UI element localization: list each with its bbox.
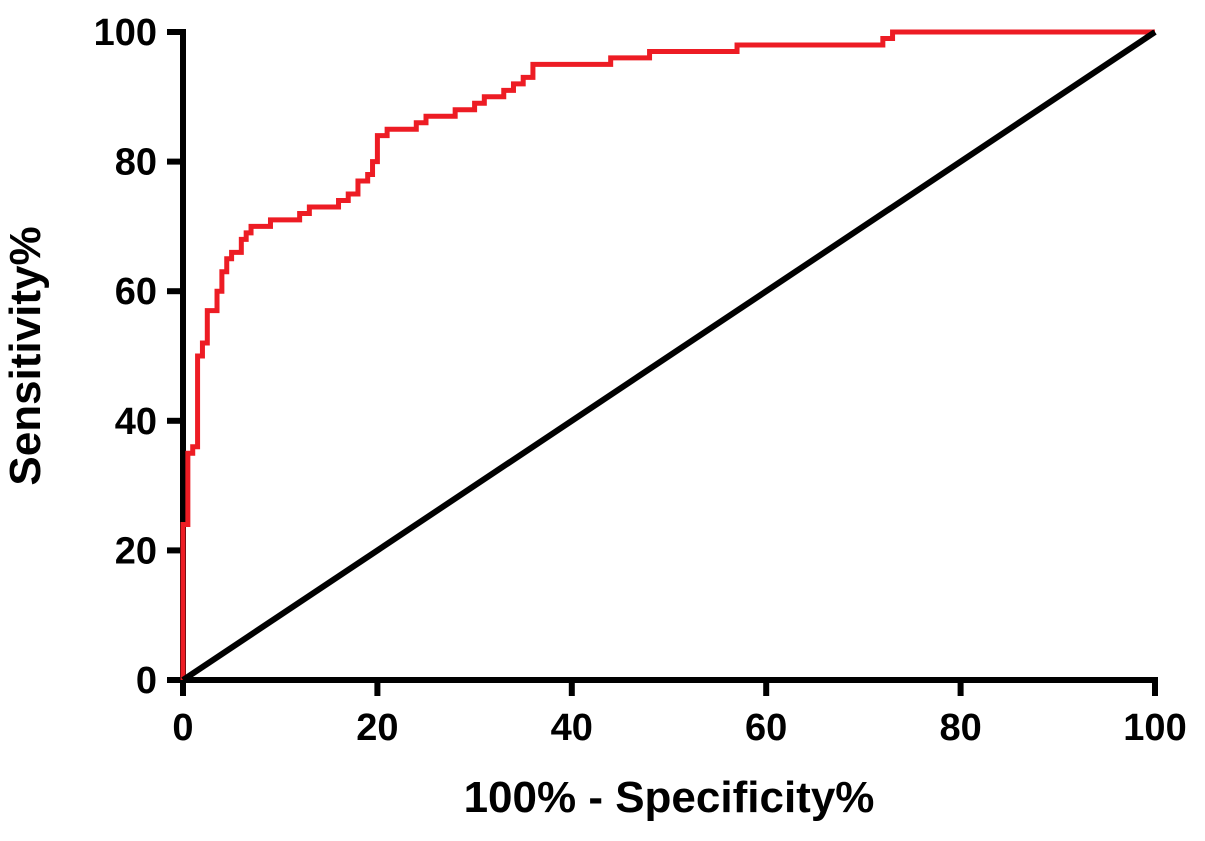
plot-series	[180, 29, 1157, 683]
x-axis-label: 100% - Specificity%	[464, 773, 875, 822]
y-axis-label: Sensitivity%	[1, 226, 50, 485]
plot-axes: 0 20 40 60 80 100 0 20 40 60 80 100	[94, 12, 1187, 749]
y-tick-label: 80	[115, 142, 157, 184]
x-tick-label: 40	[551, 707, 593, 749]
x-tick-label: 60	[745, 707, 787, 749]
series-roc-curve	[180, 29, 1155, 680]
y-tick-label: 0	[136, 660, 157, 702]
x-tick-label: 20	[356, 707, 398, 749]
x-tick-label: 80	[939, 707, 981, 749]
x-tick-label: 0	[172, 707, 193, 749]
y-tick-label: 20	[115, 530, 157, 572]
y-tick-label: 40	[115, 401, 157, 443]
series-identity-reference-line	[181, 29, 1157, 683]
x-tick-label: 100	[1123, 707, 1186, 749]
y-tick-label: 100	[94, 12, 157, 54]
y-tick-label: 60	[115, 271, 157, 313]
